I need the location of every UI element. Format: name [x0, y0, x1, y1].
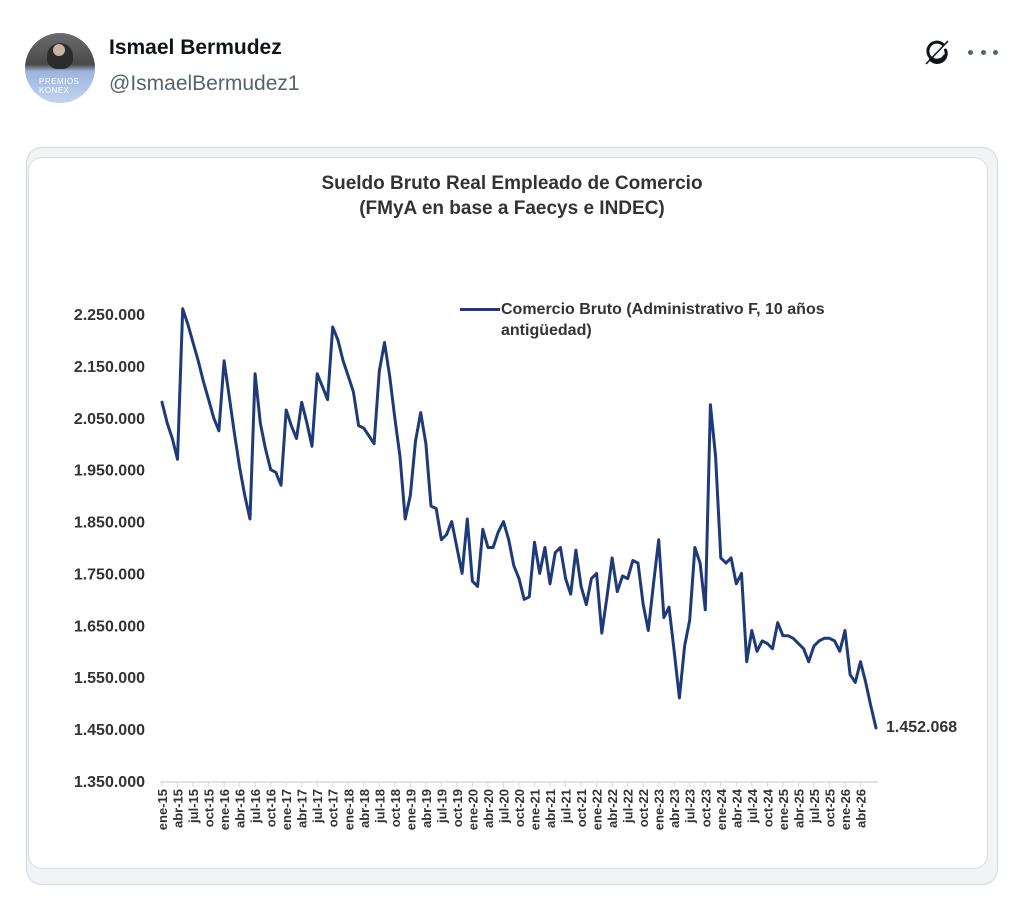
- x-tick-label: abr-21: [543, 789, 558, 828]
- x-tick-label: ene-25: [776, 789, 791, 830]
- x-tick-label: abr-18: [357, 789, 372, 828]
- series-layer: [160, 307, 878, 730]
- x-tick-label: abr-16: [233, 789, 248, 828]
- x-tick-label: ene-23: [652, 789, 667, 830]
- x-tick-label: abr-19: [419, 789, 434, 828]
- annotation-layer: 1.452.068: [886, 719, 957, 736]
- x-tick-label: ene-24: [714, 788, 729, 830]
- x-tick-label: jul-22: [621, 789, 636, 824]
- x-tick-label: jul-16: [248, 789, 263, 824]
- x-tick-label: oct-25: [822, 789, 837, 827]
- x-tick-label: oct-20: [512, 789, 527, 827]
- y-tick-label: 2.050.000: [74, 411, 145, 428]
- x-tick-label: ene-26: [838, 789, 853, 830]
- x-tick-label: ene-18: [341, 789, 356, 830]
- x-axis: ene-15 abr-15 jul-15 oct-15 ene-16 abr-16 jul-…: [155, 781, 878, 830]
- x-tick-label: oct-22: [636, 789, 651, 827]
- x-tick-label: abr-26: [853, 789, 868, 828]
- x-tick-label: oct-24: [760, 788, 775, 827]
- y-tick-label: 1.850.000: [74, 515, 145, 532]
- x-tick-label: jul-19: [434, 789, 449, 824]
- x-tick-label: abr-24: [729, 788, 744, 828]
- y-axis: 2.250.000 2.150.000 2.050.000 1.950.000 1.85…: [74, 307, 145, 791]
- x-tick-label: jul-17: [310, 789, 325, 824]
- y-tick-label: 1.350.000: [74, 774, 145, 791]
- x-tick-label: abr-17: [295, 789, 310, 828]
- more-options-icon-dot: [968, 49, 973, 55]
- x-tick-label: jul-20: [496, 789, 511, 824]
- x-tick-label: abr-20: [481, 789, 496, 828]
- x-tick-label: jul-18: [372, 789, 387, 824]
- y-tick-label: 1.450.000: [74, 722, 145, 739]
- x-tick-label: oct-23: [698, 789, 713, 827]
- more-options-button[interactable]: [968, 40, 998, 64]
- author-handle[interactable]: @IsmaelBermudez1: [109, 72, 300, 95]
- y-tick-label: 2.250.000: [74, 307, 145, 324]
- avatar-banner: [25, 71, 95, 103]
- legend-swatch: [460, 308, 500, 311]
- avatar-caption: PREMIOS KONEX: [39, 77, 80, 95]
- x-tick-label: jul-25: [807, 789, 822, 824]
- author-name[interactable]: Ismael Bermudez: [109, 36, 282, 59]
- x-tick-label: abr-15: [171, 789, 186, 828]
- series-line: [160, 307, 878, 730]
- more-options-icon-dot: [980, 49, 986, 55]
- x-tick-label: abr-22: [605, 789, 620, 828]
- author-avatar[interactable]: PREMIOS KONEX: [25, 33, 95, 103]
- x-tick-label: oct-15: [202, 789, 217, 827]
- chart-image: [28, 157, 988, 869]
- x-tick-label: jul-15: [186, 789, 201, 824]
- x-tick-label: abr-23: [667, 789, 682, 828]
- x-tick-label: jul-21: [559, 789, 574, 824]
- x-tick-label: jul-24: [745, 788, 760, 824]
- x-tick-label: ene-15: [155, 789, 170, 830]
- grok-icon: [925, 40, 949, 65]
- y-tick-label: 1.650.000: [74, 618, 145, 635]
- x-tick-label: jul-23: [683, 789, 698, 824]
- x-tick-label: oct-16: [264, 789, 279, 827]
- avatar-face: [53, 44, 65, 56]
- y-tick-label: 2.150.000: [74, 359, 145, 376]
- y-tick-label: 1.950.000: [74, 463, 145, 480]
- x-tick-label: oct-18: [388, 789, 403, 827]
- x-tick-label: ene-22: [590, 789, 605, 830]
- x-tick-label: ene-21: [528, 789, 543, 830]
- x-tick-label: oct-17: [326, 789, 341, 827]
- chart-subtitle: (FMyA en base a Faecys e INDEC): [359, 198, 665, 219]
- x-tick-label: oct-21: [574, 789, 589, 827]
- x-tick-label: ene-20: [465, 789, 480, 830]
- grok-button[interactable]: [921, 36, 953, 68]
- legend-label: Comercio Bruto (Administrativo F, 10 año…: [501, 301, 825, 339]
- end-value-label: 1.452.068: [886, 719, 957, 736]
- chart-title: Sueldo Bruto Real Empleado de Comercio: [321, 173, 703, 194]
- x-tick-label: ene-19: [403, 789, 418, 830]
- x-tick-label: oct-19: [450, 789, 465, 827]
- y-tick-label: 1.550.000: [74, 670, 145, 687]
- chart-legend: Comercio Bruto (Administrativo F, 10 año…: [460, 299, 861, 341]
- x-tick-label: ene-16: [217, 789, 232, 830]
- x-tick-label: abr-25: [791, 789, 806, 828]
- more-options-icon-dot: [993, 49, 998, 55]
- x-tick-label: ene-17: [279, 789, 294, 830]
- y-tick-label: 1.750.000: [74, 566, 145, 583]
